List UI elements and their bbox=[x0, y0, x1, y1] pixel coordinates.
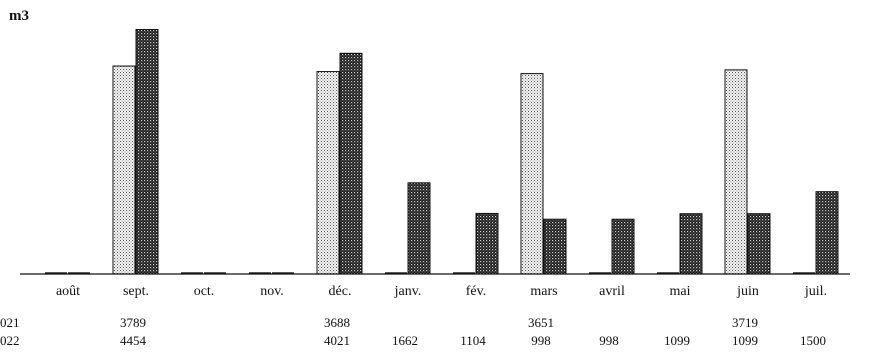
x-tick-label: août bbox=[56, 284, 80, 299]
plot-area bbox=[20, 29, 850, 275]
bar-022-12 bbox=[815, 191, 839, 275]
table-cell: 1662 bbox=[392, 333, 418, 348]
table-cell: 3651 bbox=[528, 315, 554, 330]
x-tick-label: avril bbox=[599, 284, 625, 299]
bar-022-8 bbox=[543, 218, 567, 275]
table-cell: 1104 bbox=[460, 333, 486, 348]
bar-022-7 bbox=[475, 212, 499, 275]
table-cell: 1099 bbox=[732, 333, 758, 348]
bar-021-11 bbox=[724, 69, 748, 275]
bar-021-2 bbox=[112, 65, 136, 275]
bar-022-6 bbox=[407, 182, 431, 275]
table-cell: 998 bbox=[531, 333, 551, 348]
bar-021-5 bbox=[316, 71, 340, 275]
x-tick-label: mars bbox=[530, 284, 557, 299]
x-tick-label: mai bbox=[670, 284, 691, 299]
table-cell: 3688 bbox=[324, 315, 350, 330]
table-cell: 4454 bbox=[120, 333, 147, 348]
x-tick-label: juil. bbox=[804, 284, 827, 299]
table-row-label: 022 bbox=[0, 333, 20, 348]
bar-022-2 bbox=[135, 29, 159, 275]
x-tick-label: fév. bbox=[466, 284, 486, 299]
table-cell: 3789 bbox=[120, 315, 146, 330]
x-tick-label: déc. bbox=[329, 284, 352, 299]
y-axis-label: m3 bbox=[9, 8, 29, 24]
table-cell: 1500 bbox=[800, 333, 826, 348]
bar-021-8 bbox=[520, 73, 544, 275]
x-tick-label: oct. bbox=[194, 284, 215, 299]
table-cell: 3719 bbox=[732, 315, 758, 330]
x-tick-labels: août sept. oct. nov. déc. janv. fév. mars avril m… bbox=[56, 284, 827, 299]
table-cell: 4021 bbox=[324, 333, 350, 348]
table-cell: 1099 bbox=[664, 333, 690, 348]
x-tick-label: janv. bbox=[394, 284, 422, 299]
bar-022-11 bbox=[747, 213, 771, 275]
data-table: 021 3789 3688 3651 3719 022 4454 4021 1662 1104 99… bbox=[0, 315, 826, 348]
table-row-label: 021 bbox=[0, 315, 20, 330]
bar-022-10 bbox=[679, 213, 703, 275]
x-tick-label: sept. bbox=[123, 284, 149, 299]
bar-022-9 bbox=[611, 218, 635, 275]
x-tick-label: nov. bbox=[260, 284, 284, 299]
table-cell: 998 bbox=[599, 333, 619, 348]
bar-022-5 bbox=[339, 52, 363, 275]
x-tick-label: juin bbox=[736, 284, 759, 299]
